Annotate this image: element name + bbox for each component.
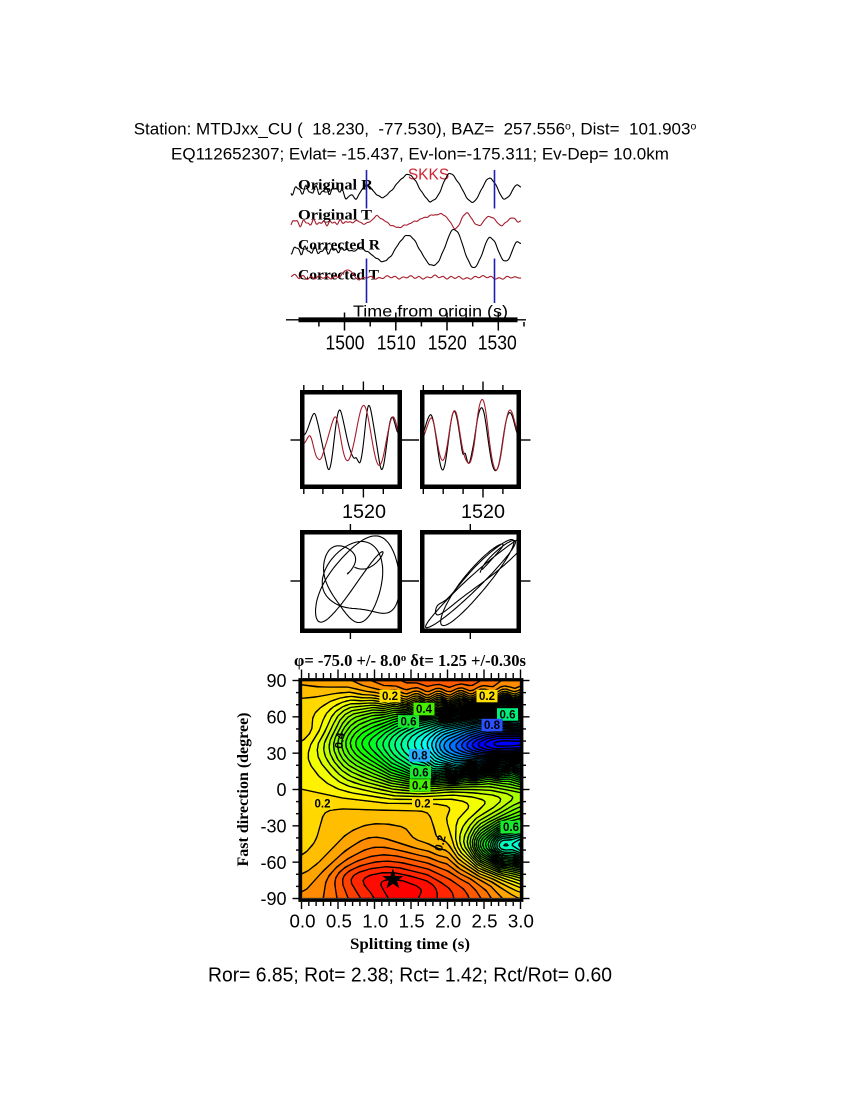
svg-text:60: 60 [266,707,286,727]
svg-text:0.2: 0.2 [415,799,431,811]
svg-text:Station: MTDJxx_CU ( 18.230,: Station: MTDJxx_CU ( 18.230, -77.530), B… [134,120,697,139]
svg-text:0.4: 0.4 [416,704,433,716]
svg-text:0.6: 0.6 [500,710,516,722]
svg-text:2.0: 2.0 [435,911,461,932]
svg-text:0.4: 0.4 [412,781,429,793]
svg-text:1520: 1520 [342,502,386,523]
svg-text:SKKS: SKKS [408,167,449,184]
svg-text:0.5: 0.5 [326,911,352,932]
svg-text:1.5: 1.5 [399,911,425,932]
svg-text:1500: 1500 [326,333,365,355]
svg-text:1.0: 1.0 [362,911,388,932]
svg-text:1520: 1520 [428,333,467,355]
svg-text:EQ112652307; Evlat= -15.437, E: EQ112652307; Evlat= -15.437, Ev-lon=-175… [171,145,669,164]
svg-text:Corrected R: Corrected R [298,238,380,254]
svg-text:30: 30 [266,744,286,764]
svg-text:-60: -60 [260,853,286,873]
svg-text:1520: 1520 [461,502,505,523]
svg-text:-30: -30 [260,816,286,836]
svg-text:0.2: 0.2 [291,729,303,745]
svg-text:0: 0 [276,780,286,800]
svg-text:Fast direction (degree): Fast direction (degree) [235,713,252,867]
svg-text:Time from origin (s): Time from origin (s) [353,304,508,321]
svg-text:0.6: 0.6 [503,822,519,834]
svg-text:Ror= 6.85; Rot= 2.38; Rct= 1.4: Ror= 6.85; Rot= 2.38; Rct= 1.42; Rct/Rot… [208,965,612,987]
svg-text:Original R: Original R [298,178,373,194]
svg-text:0.4: 0.4 [333,731,347,749]
svg-text:90: 90 [266,671,286,691]
svg-text:0.0: 0.0 [290,911,316,932]
svg-text:Original T: Original T [298,208,372,224]
svg-text:3.0: 3.0 [508,911,534,932]
svg-text:φ= -75.0 +/- 8.0o δt= 1.25 +/-: φ= -75.0 +/- 8.0o δt= 1.25 +/-0.30s [294,651,527,670]
svg-text:1530: 1530 [478,333,517,355]
svg-text:0.2: 0.2 [479,691,495,703]
svg-text:0.8: 0.8 [484,720,501,732]
svg-text:0.6: 0.6 [413,768,429,780]
svg-text:0.2: 0.2 [315,799,331,811]
svg-text:0.2: 0.2 [433,834,449,853]
svg-text:2.5: 2.5 [472,911,498,932]
svg-text:0.2: 0.2 [382,691,398,703]
svg-text:0.6: 0.6 [401,717,417,729]
svg-text:0.8: 0.8 [412,751,429,763]
svg-text:-90: -90 [260,889,286,909]
svg-text:1510: 1510 [377,333,416,355]
svg-text:Splitting time (s): Splitting time (s) [350,936,470,953]
